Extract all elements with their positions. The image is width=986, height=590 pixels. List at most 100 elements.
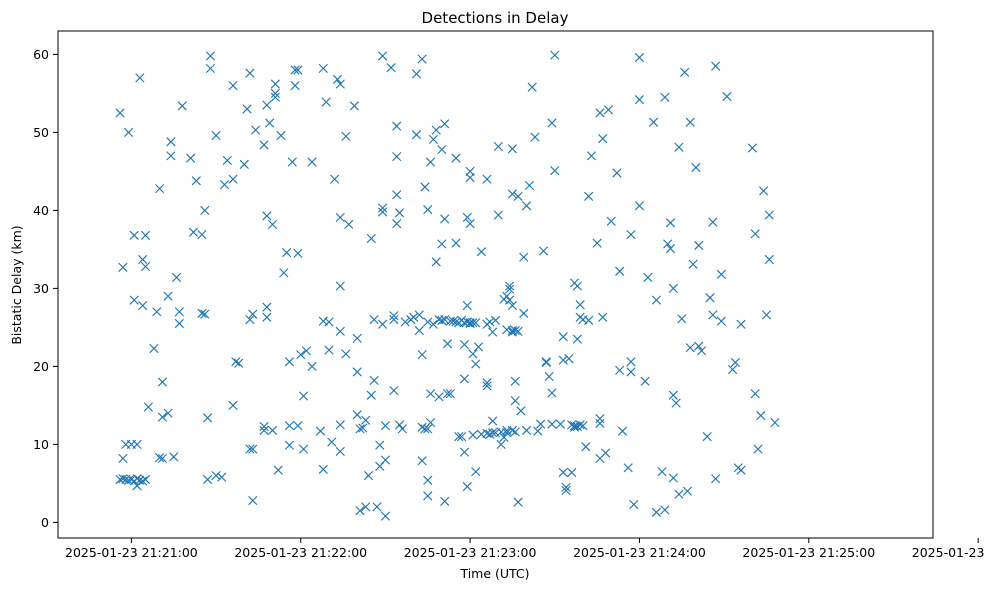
data-point <box>217 472 227 482</box>
data-point <box>493 141 503 152</box>
data-point <box>680 67 690 77</box>
data-point <box>584 191 594 201</box>
data-point <box>140 230 151 240</box>
data-point <box>324 345 334 355</box>
data-point <box>502 291 512 301</box>
data-point <box>550 50 560 60</box>
data-point <box>575 420 585 430</box>
data-point <box>169 452 179 462</box>
data-point <box>197 308 207 318</box>
data-point <box>140 261 151 272</box>
data-point <box>617 426 628 436</box>
data-point <box>727 364 738 375</box>
data-point <box>290 65 300 75</box>
data-point <box>417 350 427 360</box>
data-point <box>335 281 345 291</box>
data-point <box>115 108 125 118</box>
data-point <box>507 189 518 199</box>
data-point <box>423 205 433 215</box>
data-point <box>651 295 661 305</box>
data-point <box>411 69 422 79</box>
y-tick-label: 30 <box>33 281 49 296</box>
data-point <box>417 54 427 64</box>
data-point <box>239 159 249 169</box>
data-point <box>657 467 667 477</box>
data-point <box>377 319 388 329</box>
data-point <box>595 418 605 428</box>
axes-frame <box>57 30 934 539</box>
data-point <box>505 295 515 305</box>
data-point <box>287 157 297 167</box>
data-point <box>200 309 210 319</box>
data-point <box>174 318 184 329</box>
data-point <box>118 262 128 272</box>
data-point <box>465 166 475 177</box>
data-point <box>361 502 371 512</box>
data-point <box>431 125 441 135</box>
plot-area <box>57 30 934 539</box>
data-point <box>547 419 557 429</box>
data-point <box>536 419 546 429</box>
data-point <box>592 238 602 248</box>
data-point <box>140 474 151 485</box>
data-point <box>293 65 303 75</box>
data-point <box>485 429 495 439</box>
data-point <box>250 125 261 135</box>
data-point <box>366 233 376 244</box>
data-point <box>603 105 614 115</box>
data-point <box>411 130 422 140</box>
data-point <box>197 229 207 240</box>
data-point <box>507 425 518 435</box>
data-point <box>471 467 481 477</box>
data-point <box>451 317 461 327</box>
data-point <box>202 413 213 423</box>
data-point <box>298 391 309 401</box>
data-point <box>143 402 153 412</box>
data-point <box>166 137 176 147</box>
data-point <box>177 101 187 111</box>
data-point <box>118 453 128 464</box>
data-point <box>149 343 159 354</box>
data-point <box>488 428 498 438</box>
data-point <box>572 334 582 344</box>
data-point <box>558 467 568 478</box>
data-point <box>558 355 568 365</box>
data-point <box>389 385 399 396</box>
data-point <box>626 229 636 240</box>
data-point <box>502 428 512 438</box>
data-point <box>584 315 594 325</box>
data-point <box>301 346 311 356</box>
data-point <box>358 423 368 433</box>
y-tick-label: 20 <box>33 359 49 374</box>
data-point <box>270 88 280 99</box>
data-point <box>442 339 453 349</box>
data-point <box>205 51 216 61</box>
data-point <box>524 180 534 191</box>
data-point <box>711 61 721 71</box>
data-point <box>691 162 701 173</box>
data-point <box>341 131 351 141</box>
data-point <box>211 130 221 141</box>
data-point <box>335 79 345 89</box>
data-point <box>770 417 780 428</box>
data-point <box>380 511 391 521</box>
data-point <box>747 143 757 153</box>
data-point <box>352 367 362 377</box>
data-point <box>352 410 362 420</box>
data-point <box>428 134 439 145</box>
data-point <box>394 208 405 218</box>
data-point <box>671 398 681 408</box>
data-point <box>400 317 410 327</box>
data-point <box>759 186 769 196</box>
data-point <box>375 440 385 450</box>
data-point <box>318 63 328 74</box>
data-point <box>222 155 232 166</box>
data-point <box>730 357 741 368</box>
data-point <box>488 416 498 426</box>
data-point <box>493 210 503 220</box>
y-tick-label: 0 <box>41 515 49 530</box>
data-point <box>626 357 636 367</box>
data-point <box>380 455 391 465</box>
data-point <box>482 381 492 391</box>
data-point <box>764 210 774 220</box>
